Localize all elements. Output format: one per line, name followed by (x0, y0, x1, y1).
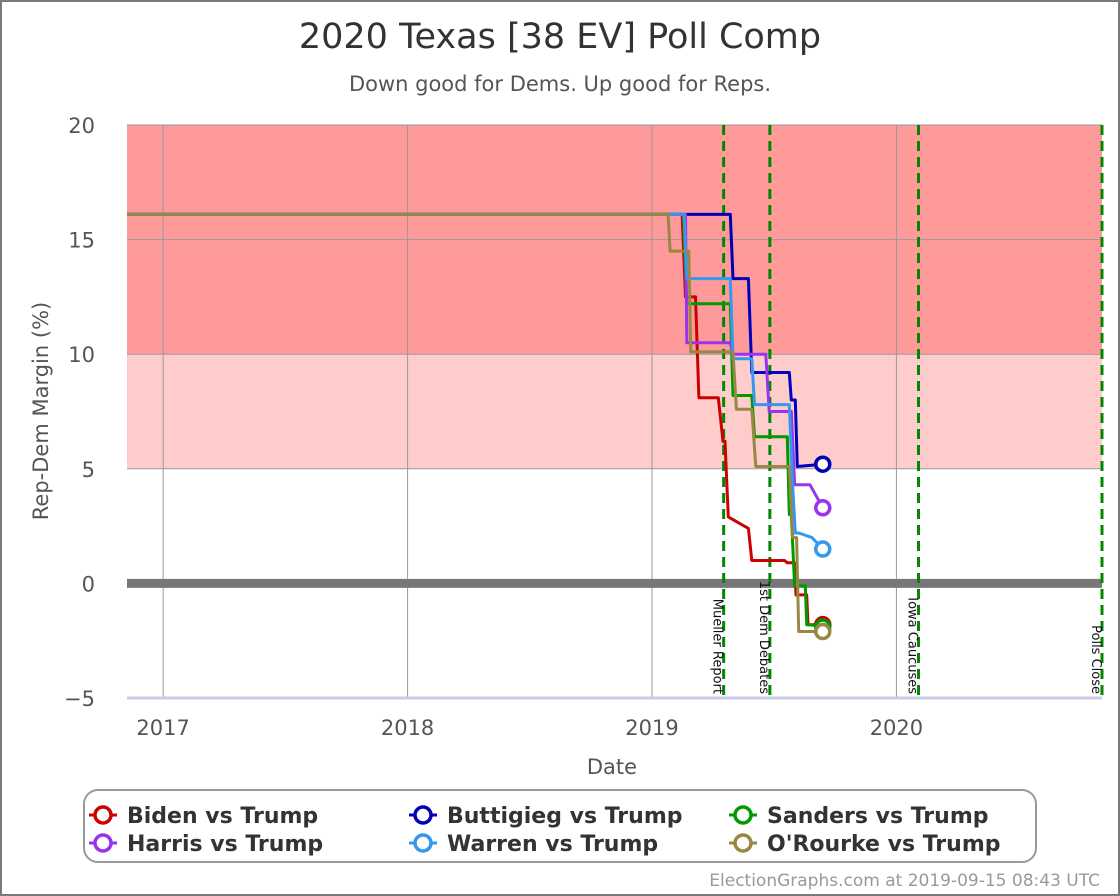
series-endpoint-4 (814, 540, 832, 558)
y-tick-label: 20 (68, 114, 95, 138)
margin-bands (127, 125, 1102, 469)
legend-entry: O'Rourke vs Trump (767, 832, 1001, 857)
legend-entry: Warren vs Trump (447, 832, 658, 857)
series-line-4 (127, 212, 824, 551)
series-line-5 (127, 212, 823, 633)
x-tick-label: 2018 (381, 716, 434, 740)
legend-entry: Harris vs Trump (127, 832, 323, 857)
legend-swatch-marker (733, 833, 753, 853)
legend-swatch-marker (733, 805, 753, 825)
x-tick-label: 2020 (870, 716, 923, 740)
event-label: Mueller Report (710, 599, 725, 694)
event-markers: Mueller Report 1st Dem Debates Iowa Caucus… (710, 125, 1104, 698)
grid-lines (127, 124, 1102, 700)
x-tick-label: 2017 (136, 716, 189, 740)
y-tick-label: 10 (68, 343, 95, 367)
series-lines (127, 212, 832, 641)
series-line-1 (127, 212, 823, 468)
y-tick-label: 0 (82, 572, 95, 596)
legend-entry: Biden vs Trump (127, 804, 318, 829)
series-endpoint-3 (814, 499, 832, 517)
y-tick-label: 15 (68, 229, 95, 253)
y-axis-label: Rep-Dem Margin (%) (29, 302, 53, 520)
y-tick-label: 5 (82, 458, 95, 482)
legend: Biden vs Trump Buttigieg vs Trump Sanders … (89, 804, 1001, 857)
legend-entry: Sanders vs Trump (767, 804, 989, 829)
y-axis-ticks: 20 15 10 5 0 −5 (64, 114, 95, 711)
series-endpoint-5 (814, 622, 832, 641)
event-label: Iowa Caucuses (905, 597, 920, 694)
chart-title: 2020 Texas [38 EV] Poll Comp (299, 17, 821, 57)
band-1 (127, 354, 1102, 469)
event-label: 1st Dem Debates (756, 581, 771, 694)
y-tick-label: −5 (64, 687, 95, 711)
legend-swatch-marker (413, 833, 433, 853)
event-label: Polls Close (1088, 625, 1103, 694)
x-axis-ticks: 2017 2018 2019 2020 (136, 716, 923, 740)
x-axis-label: Date (587, 755, 637, 779)
credit-text: ElectionGraphs.com at 2019-09-15 08:43 U… (709, 871, 1100, 891)
legend-swatch-marker (93, 833, 113, 853)
series-endpoint-1 (814, 455, 832, 473)
legend-box (83, 789, 1037, 863)
x-tick-label: 2019 (625, 716, 678, 740)
chart-subtitle: Down good for Dems. Up good for Reps. (349, 72, 771, 96)
series-line-2 (127, 212, 824, 629)
legend-swatch-marker (93, 805, 113, 825)
series-line-3 (127, 212, 825, 509)
legend-entry: Buttigieg vs Trump (447, 804, 683, 829)
legend-swatch-marker (413, 805, 433, 825)
